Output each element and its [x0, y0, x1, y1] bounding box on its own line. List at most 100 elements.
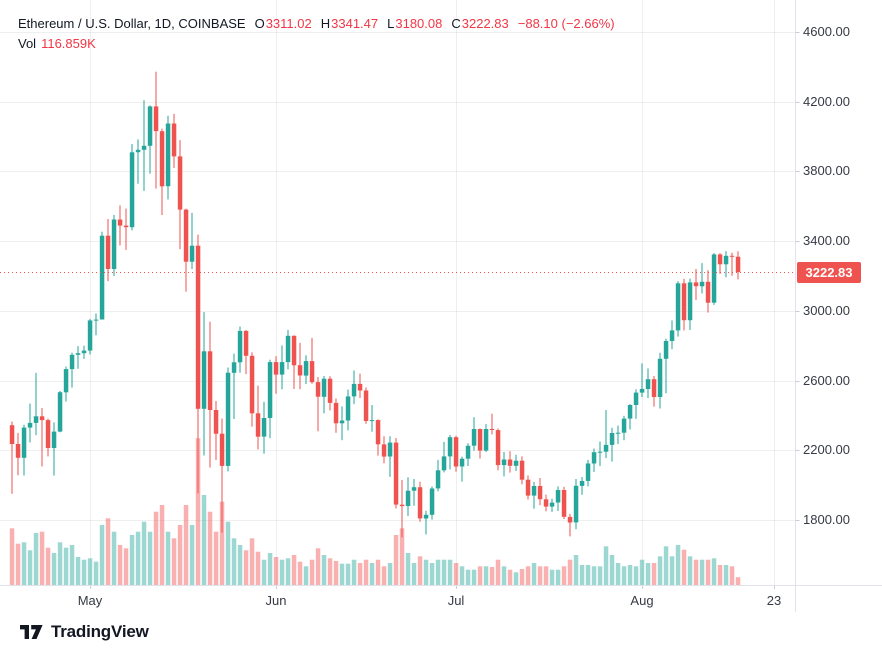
candle-down [417, 487, 423, 519]
volume-bar [393, 535, 399, 585]
candle-down [363, 390, 369, 421]
candle-up [723, 255, 729, 265]
price-tick-label[interactable]: 4200.00 [803, 93, 850, 109]
volume-bar [45, 547, 51, 585]
candle-down [117, 219, 123, 226]
time-tick-label[interactable]: Jul [447, 593, 465, 608]
candle-wick [53, 422, 55, 476]
candle-down [159, 131, 165, 187]
volume-bar [525, 566, 531, 585]
candle-down [525, 479, 531, 496]
price-tick-label[interactable]: 1800.00 [803, 512, 850, 527]
volume-bar [207, 511, 213, 585]
candle-up [231, 362, 237, 373]
candlestick-chart-canvas[interactable] [0, 0, 882, 612]
candle-up [93, 319, 99, 321]
candle-wick [125, 208, 127, 250]
time-tick-label[interactable]: May [77, 593, 103, 608]
volume-bar [231, 538, 237, 585]
candle-down [39, 416, 45, 421]
candle-up [81, 350, 87, 354]
candle-up [531, 486, 537, 496]
volume-bar [639, 559, 645, 585]
time-tick-label[interactable]: 23 [766, 593, 782, 608]
candle-down [453, 437, 459, 467]
volume-bar [417, 556, 423, 585]
candle-down [249, 355, 255, 414]
candle-up [27, 422, 33, 428]
candle-up [411, 487, 417, 491]
candle-down [45, 420, 51, 448]
price-tick-label[interactable]: 3800.00 [803, 163, 850, 179]
time-tick-label[interactable]: Jun [265, 593, 287, 608]
candle-down [171, 123, 177, 157]
candle-down [507, 459, 513, 466]
candle-up [285, 335, 291, 363]
high-label: H [320, 16, 331, 31]
price-tick-label[interactable]: 2200.00 [803, 442, 850, 458]
volume-bar [495, 559, 501, 585]
candle-up [99, 235, 105, 320]
candle-up [237, 330, 243, 363]
candle-wick [317, 377, 319, 432]
price-tick-label[interactable]: 2600.00 [803, 372, 850, 388]
candle-up [447, 437, 453, 457]
candle-up [69, 354, 75, 370]
candle-down [717, 254, 723, 265]
candle-down [495, 430, 501, 466]
time-tick-label[interactable]: Aug [630, 593, 654, 608]
volume-bar [351, 559, 357, 585]
candle-wick [665, 338, 667, 394]
candle-up [345, 396, 351, 421]
candle-down [15, 444, 21, 458]
candle-down [255, 413, 261, 437]
symbol-title[interactable]: Ethereum / U.S. Dollar, 1D, COINBASE [18, 16, 246, 31]
volume-bar [153, 511, 159, 585]
price-tick-label[interactable]: 3400.00 [803, 233, 850, 249]
volume-bar [171, 538, 177, 585]
volume-bar [105, 518, 111, 585]
volume-bar [285, 558, 291, 585]
candle-down [561, 490, 567, 517]
price-tick-label[interactable]: 3000.00 [803, 302, 850, 318]
candle-down [213, 410, 219, 434]
candle-up [663, 341, 669, 359]
volume-bar [723, 565, 729, 585]
last-price-badge: 3222.83 [797, 261, 861, 283]
candle-up [603, 444, 609, 452]
candle-up [441, 456, 447, 471]
candle-up [669, 330, 675, 341]
volume-bar [663, 546, 669, 585]
candle-wick [143, 100, 145, 191]
candle-up [189, 245, 195, 262]
candle-up [21, 427, 27, 458]
tradingview-logo-icon [20, 625, 43, 639]
candle-up [75, 353, 81, 355]
price-tick-label[interactable]: 4600.00 [803, 24, 850, 39]
candle-up [111, 219, 117, 269]
brand-name: TradingView [51, 622, 149, 641]
volume-bar [267, 553, 273, 585]
candle-down [291, 335, 297, 366]
volume-bar [111, 531, 117, 585]
volume-bar [189, 525, 195, 585]
volume-bar [561, 566, 567, 585]
candle-up [423, 514, 429, 519]
candle-down [195, 245, 201, 409]
candle-down [651, 379, 657, 397]
candle-wick [731, 252, 733, 276]
candle-up [33, 416, 39, 423]
volume-bar [141, 521, 147, 585]
volume-bar [81, 559, 87, 585]
candle-wick [461, 456, 463, 482]
candle-up [573, 485, 579, 523]
volume-bar [21, 542, 27, 585]
candle-wick [617, 425, 619, 444]
candle-up [627, 405, 633, 419]
volume-bar [159, 505, 165, 585]
close-value: 3222.83 [461, 16, 509, 31]
candle-up [435, 470, 441, 489]
candle-up [405, 490, 411, 506]
candle-down [207, 351, 213, 410]
candle-wick [491, 413, 493, 435]
